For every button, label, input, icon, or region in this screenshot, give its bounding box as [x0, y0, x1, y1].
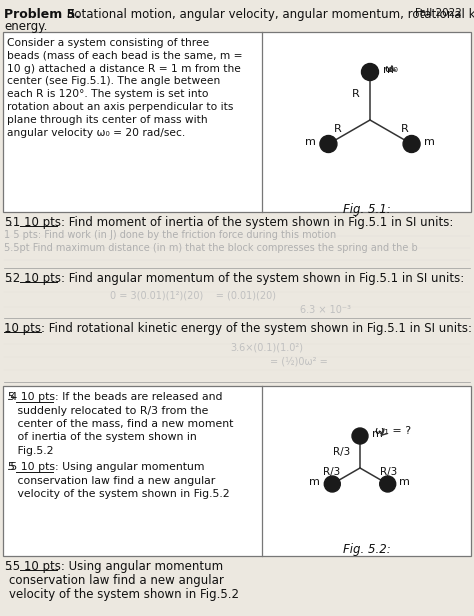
Text: Fig. 5.1:: Fig. 5.1: — [343, 203, 391, 216]
Text: 10 pts: Find rotational kinetic energy of the system shown in Fig.5.1 in SI unit: 10 pts: Find rotational kinetic energy o… — [4, 322, 472, 335]
Text: ω₀: ω₀ — [384, 64, 398, 74]
Text: m: m — [424, 137, 435, 147]
Text: R/3: R/3 — [333, 447, 350, 457]
Text: R: R — [333, 124, 341, 134]
Text: 5: 5 — [4, 272, 11, 285]
Text: Rotational motion, angular velocity, angular momentum, rotational kinetic: Rotational motion, angular velocity, ang… — [63, 8, 474, 21]
Text: R/3: R/3 — [380, 467, 397, 477]
Text: Fig. 5.2:: Fig. 5.2: — [343, 543, 391, 556]
Text: Fall 2022: Fall 2022 — [415, 8, 462, 18]
Text: velocity of the system shown in Fig.5.2: velocity of the system shown in Fig.5.2 — [9, 588, 239, 601]
Text: plane through its center of mass with: plane through its center of mass with — [7, 115, 208, 125]
Circle shape — [380, 476, 396, 492]
Text: .5 10 pts: Using angular momentum: .5 10 pts: Using angular momentum — [9, 560, 223, 573]
Text: 5: 5 — [7, 462, 14, 472]
Text: .1 10 pts: Find moment of inertia of the system shown in Fig.5.1 in SI units:: .1 10 pts: Find moment of inertia of the… — [9, 216, 453, 229]
Text: beads (mass of each bead is the same, m =: beads (mass of each bead is the same, m … — [7, 51, 243, 61]
Text: .4 10 pts: If the beads are released and: .4 10 pts: If the beads are released and — [7, 392, 222, 402]
Text: 5: 5 — [7, 392, 14, 402]
Text: center of the mass, find a new moment: center of the mass, find a new moment — [7, 419, 233, 429]
Text: each R is 120°. The system is set into: each R is 120°. The system is set into — [7, 89, 209, 99]
Text: R: R — [352, 89, 360, 99]
Text: .5 10 pts: Using angular momentum: .5 10 pts: Using angular momentum — [7, 462, 204, 472]
Circle shape — [324, 476, 340, 492]
Text: 1 5 pts: Find work (in J) done by the friction force during this motion: 1 5 pts: Find work (in J) done by the fr… — [4, 230, 336, 240]
Text: Fig.5.2: Fig.5.2 — [7, 446, 54, 456]
Text: R/3: R/3 — [323, 467, 340, 477]
Text: 10 g) attached a distance R = 1 m from the: 10 g) attached a distance R = 1 m from t… — [7, 63, 241, 73]
Text: 3.6×(0.1)(1.0²): 3.6×(0.1)(1.0²) — [230, 342, 303, 352]
Text: 5: 5 — [4, 216, 11, 229]
Text: 5: 5 — [4, 560, 11, 573]
Text: of inertia of the system shown in: of inertia of the system shown in — [7, 432, 197, 442]
Text: R: R — [401, 124, 409, 134]
Text: rotation about an axis perpendicular to its: rotation about an axis perpendicular to … — [7, 102, 233, 112]
Text: m: m — [310, 477, 320, 487]
Text: angular velocity ω₀ = 20 rad/sec.: angular velocity ω₀ = 20 rad/sec. — [7, 128, 185, 137]
Text: .2 10 pts: Find angular momentum of the system shown in Fig.5.1 in SI units:: .2 10 pts: Find angular momentum of the … — [9, 272, 464, 285]
Circle shape — [403, 136, 420, 153]
Text: Consider a system consisting of three: Consider a system consisting of three — [7, 38, 209, 48]
Text: energy.: energy. — [4, 20, 47, 33]
Text: m: m — [372, 429, 383, 439]
Text: m: m — [383, 65, 394, 75]
Bar — [3, 386, 471, 556]
Text: Problem 5.: Problem 5. — [4, 8, 80, 21]
Text: 0 = 3(0.01)(1²)(20)    = (0.01)(20): 0 = 3(0.01)(1²)(20) = (0.01)(20) — [110, 290, 276, 300]
Text: conservation law find a new angular: conservation law find a new angular — [7, 476, 215, 485]
Text: center (see Fig.5.1). The angle between: center (see Fig.5.1). The angle between — [7, 76, 220, 86]
Text: velocity of the system shown in Fig.5.2: velocity of the system shown in Fig.5.2 — [7, 489, 229, 499]
Text: 6.3 × 10⁻³: 6.3 × 10⁻³ — [300, 305, 351, 315]
Circle shape — [320, 136, 337, 153]
Text: m: m — [399, 477, 410, 487]
Circle shape — [352, 428, 368, 444]
Text: m: m — [305, 137, 315, 147]
Text: suddenly relocated to R/3 from the: suddenly relocated to R/3 from the — [7, 405, 209, 416]
Text: = (½)0ω² =: = (½)0ω² = — [270, 356, 328, 366]
Text: ω₁ = ?: ω₁ = ? — [375, 426, 411, 436]
Bar — [3, 32, 471, 212]
Text: 5.5pt Find maximum distance (in m) that the block compresses the spring and the : 5.5pt Find maximum distance (in m) that … — [4, 243, 418, 253]
Text: conservation law find a new angular: conservation law find a new angular — [9, 574, 224, 587]
Circle shape — [362, 63, 379, 81]
